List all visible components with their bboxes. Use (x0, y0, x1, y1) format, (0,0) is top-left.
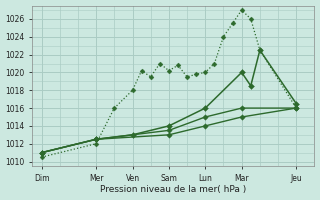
X-axis label: Pression niveau de la mer( hPa ): Pression niveau de la mer( hPa ) (100, 185, 247, 194)
